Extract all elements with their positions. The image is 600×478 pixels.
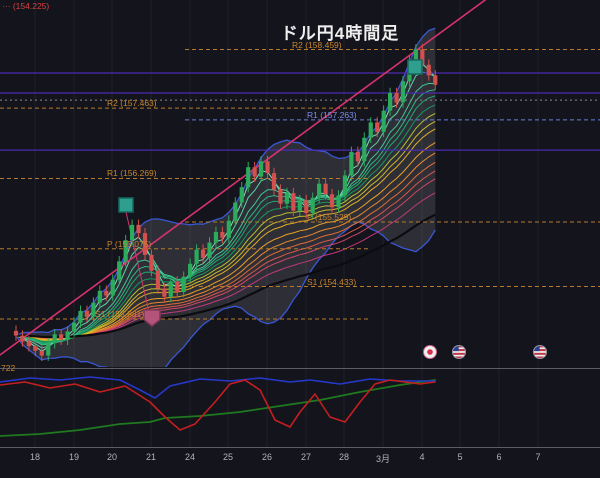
- candle: [71, 322, 77, 332]
- candle: [329, 194, 335, 208]
- candle: [226, 220, 231, 238]
- candle: [207, 242, 212, 258]
- pentagon-marker[interactable]: [143, 309, 161, 327]
- candle: [400, 81, 406, 103]
- candle: [46, 343, 51, 356]
- candle: [33, 346, 38, 351]
- candle: [265, 161, 270, 174]
- candle: [155, 270, 160, 289]
- candle: [162, 288, 167, 297]
- candle: [271, 173, 277, 190]
- baseline-ma: [15, 213, 436, 339]
- candle: [317, 183, 322, 198]
- candle: [342, 175, 348, 196]
- candle: [97, 290, 102, 303]
- candle: [368, 122, 373, 138]
- candle: [130, 224, 135, 241]
- candle: [291, 193, 296, 211]
- us-flag-icon[interactable]: [533, 345, 547, 359]
- candle: [304, 200, 309, 214]
- candle: [233, 202, 238, 221]
- candle: [349, 151, 354, 176]
- candle: [310, 197, 315, 214]
- candle: [297, 200, 302, 211]
- oscillator-line-di-red: [0, 379, 436, 431]
- candle: [220, 231, 225, 238]
- trendline[interactable]: [0, 0, 492, 356]
- candle: [52, 334, 57, 344]
- candle: [149, 254, 154, 271]
- candle: [59, 334, 64, 340]
- candle: [284, 193, 289, 204]
- candle: [362, 137, 367, 162]
- rectangle-marker[interactable]: [407, 59, 423, 75]
- candle: [13, 330, 19, 336]
- oscillator-line-adx-green: [0, 379, 436, 437]
- candle: [239, 187, 244, 203]
- candle: [394, 93, 399, 103]
- us-flag-icon[interactable]: [452, 345, 466, 359]
- candle: [259, 161, 264, 177]
- candle: [246, 167, 251, 188]
- candle: [142, 233, 148, 255]
- candle: [433, 75, 438, 85]
- ema-line: [15, 95, 436, 344]
- rectangle-marker[interactable]: [118, 197, 134, 213]
- candle: [136, 224, 141, 234]
- candle: [26, 341, 31, 347]
- candle: [388, 93, 393, 111]
- bollinger-fill: [16, 28, 436, 367]
- candle: [375, 122, 380, 132]
- candle: [39, 350, 44, 356]
- candle: [194, 249, 199, 264]
- candle: [20, 335, 25, 342]
- oscillator-line-di-blue: [0, 376, 436, 399]
- candle: [355, 151, 360, 162]
- candle: [213, 231, 219, 243]
- ema-line: [15, 128, 436, 341]
- candle: [323, 183, 328, 195]
- candle: [168, 281, 173, 297]
- candle: [336, 195, 341, 208]
- candle: [200, 249, 206, 258]
- candle: [188, 263, 193, 277]
- candle: [426, 64, 431, 76]
- candle: [413, 49, 418, 62]
- candle: [84, 310, 90, 317]
- candle: [123, 240, 128, 262]
- candle: [420, 49, 425, 65]
- ema-line: [15, 89, 436, 344]
- bollinger-lower-line: [15, 221, 436, 367]
- ema-line: [15, 104, 436, 343]
- candle: [78, 310, 83, 323]
- candle: [252, 167, 257, 177]
- candle: [104, 290, 109, 296]
- ema-line: [15, 82, 436, 346]
- candle: [181, 276, 186, 292]
- candle: [110, 279, 115, 296]
- candle: [117, 261, 122, 280]
- candle: [381, 110, 386, 132]
- ema-line: [15, 112, 436, 342]
- candle: [91, 302, 96, 317]
- candle: [278, 189, 283, 204]
- candle: [65, 331, 70, 340]
- jp-flag-icon[interactable]: [423, 345, 437, 359]
- candle: [175, 281, 180, 292]
